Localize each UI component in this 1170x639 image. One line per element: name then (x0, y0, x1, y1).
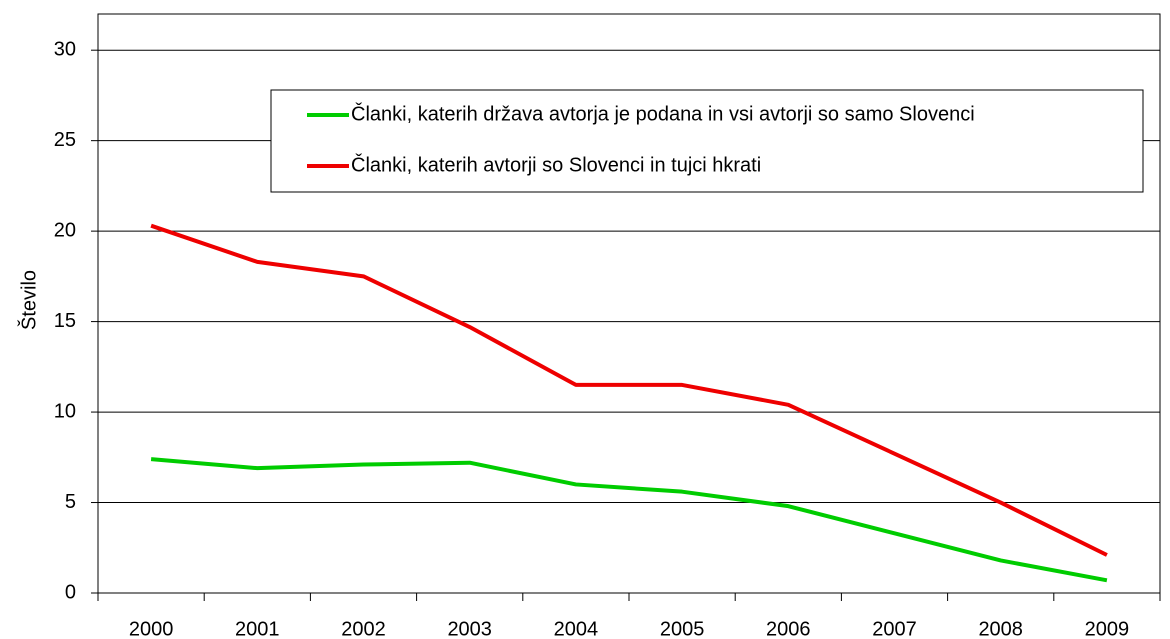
legend-label: Članki, katerih država avtorja je podana… (351, 102, 975, 125)
y-tick-label: 5 (65, 491, 76, 513)
y-tick-label: 30 (54, 38, 76, 60)
x-tick-label: 2004 (554, 618, 599, 639)
x-tick-label: 2008 (978, 618, 1023, 639)
x-tick-label: 2001 (235, 618, 280, 639)
legend-box (270, 89, 1144, 193)
x-tick-label: 2002 (341, 618, 386, 639)
x-tick-label: 2000 (129, 618, 174, 639)
x-tick-label: 2005 (660, 618, 705, 639)
y-tick-label: 0 (65, 581, 76, 603)
x-tick-label: 2003 (447, 618, 492, 639)
x-tick-label: 2009 (1085, 618, 1130, 639)
y-tick-label: 25 (54, 129, 76, 151)
x-tick-label: 2006 (766, 618, 811, 639)
y-tick-label: 10 (54, 400, 76, 422)
x-tick-label: 2007 (872, 618, 917, 639)
series-line (150, 223, 1108, 557)
y-tick-label: 20 (54, 219, 76, 241)
legend-label: Članki, katerih avtorji so Slovenci in t… (351, 153, 761, 176)
y-axis-label: Število (17, 270, 40, 330)
series-line (150, 457, 1108, 583)
y-tick-label: 15 (54, 310, 76, 332)
